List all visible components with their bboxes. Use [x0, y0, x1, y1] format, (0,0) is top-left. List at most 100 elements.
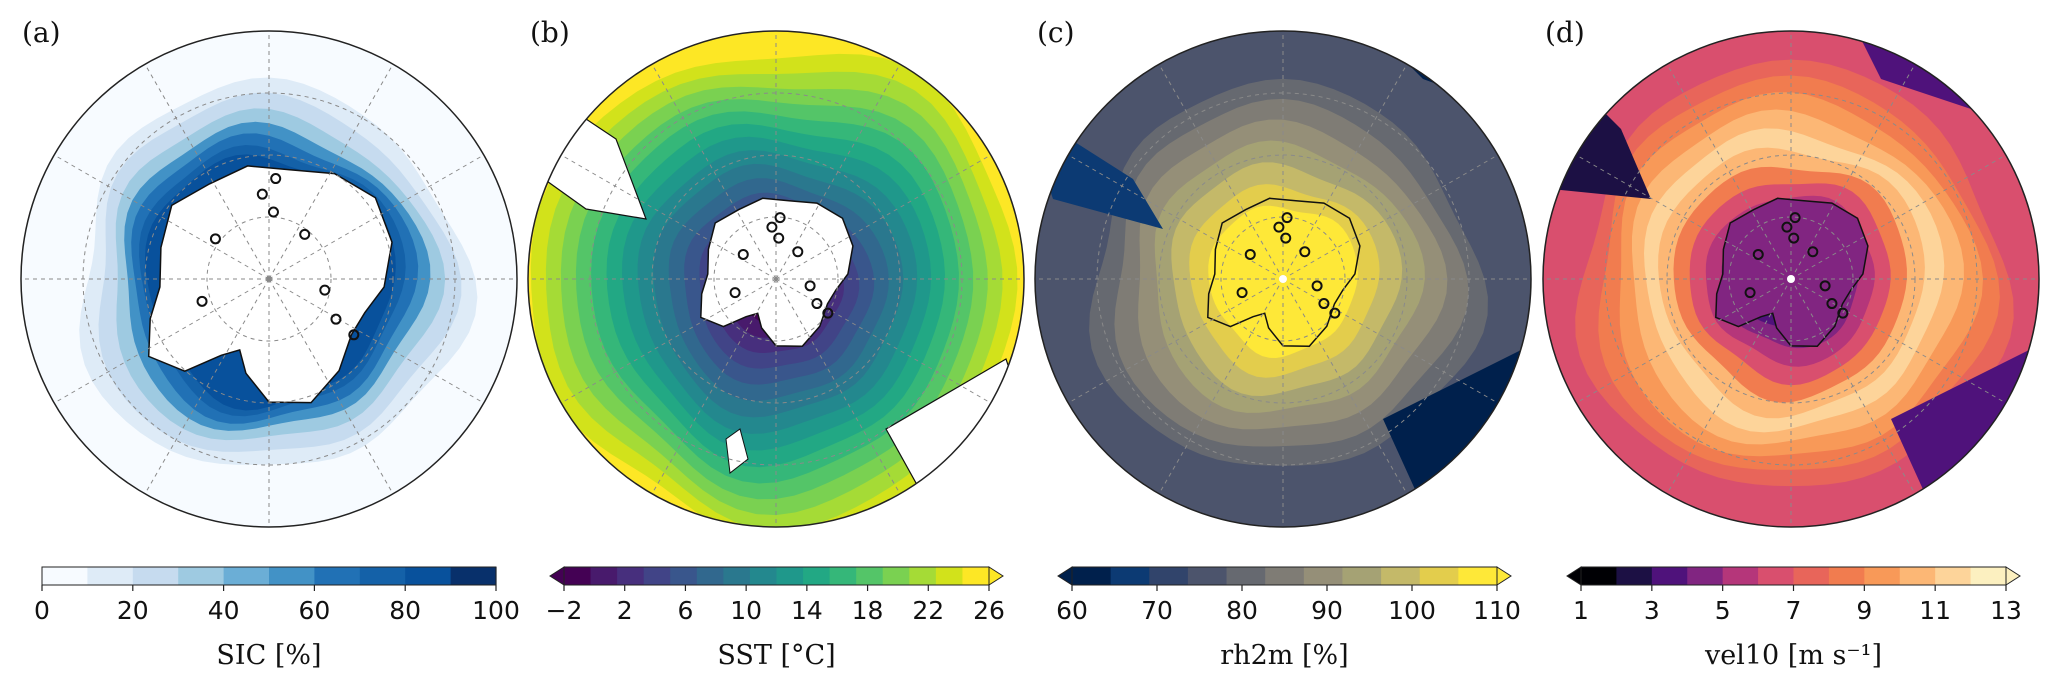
colorbar-tick-label: 14: [791, 596, 823, 625]
station-marker: [256, 188, 268, 200]
meridian-gridline: [144, 63, 270, 280]
meridian-gridline: [1666, 63, 1792, 280]
panel-label: (a): [22, 16, 61, 49]
colorbar-segment: [178, 567, 225, 585]
meridian-gridline: [268, 278, 394, 495]
meridian-gridline: [560, 278, 777, 404]
colorbar-tick-label: 22: [912, 596, 944, 625]
colorbar-frame: [563, 566, 990, 586]
colorbar-segment: [1342, 567, 1382, 585]
map-boundary: [1542, 30, 2040, 528]
colorbar-segment: [1899, 567, 1936, 585]
colorbar-tick-label: 1: [1573, 596, 1589, 625]
colorbar-segment: [564, 567, 592, 585]
panel-label: (d): [1545, 16, 1585, 49]
colorbar-extend-low: [1566, 566, 1582, 586]
colorbar-tick-label: 2: [617, 596, 633, 625]
meridian-gridline: [1067, 278, 1284, 404]
meridian-gridline: [53, 278, 270, 404]
colorbar-segment: [1458, 567, 1498, 585]
colorbar-segment: [643, 567, 671, 585]
colorbar-tick-label: 80: [1226, 596, 1258, 625]
colorbar-segment: [1828, 567, 1865, 585]
colorbar-tick-label: 110: [1473, 596, 1521, 625]
meridian-gridline: [144, 278, 270, 495]
meridian-gridline: [1666, 278, 1792, 495]
meridian-gridline: [775, 154, 992, 280]
colorbar-segment: [749, 567, 778, 585]
station-marker: [1752, 248, 1764, 260]
panel-label: (c): [1037, 16, 1075, 49]
station-marker: [774, 212, 786, 224]
colorbar-title: vel10 [m s⁻¹]: [1704, 640, 1882, 671]
colorbar-tick-label: 80: [389, 596, 421, 625]
colorbar-segment: [1651, 567, 1688, 585]
station-marker: [737, 248, 749, 260]
map-field: [528, 31, 1024, 527]
station-marker: [270, 173, 282, 185]
colorbar-segment: [1072, 567, 1112, 585]
colorbar-segment: [1793, 567, 1830, 585]
meridian-gridline: [651, 63, 777, 280]
colorbar-tick-label: 100: [1388, 596, 1436, 625]
colorbar-tick-label: 0: [34, 596, 50, 625]
colorbar-segment: [1110, 567, 1150, 585]
station-marker: [729, 287, 741, 299]
station-marker: [1789, 212, 1801, 224]
meridian-gridline: [775, 278, 992, 404]
meridian-gridline: [1790, 63, 1916, 280]
colorbar-tick-label: 40: [208, 596, 240, 625]
station-marker: [1781, 221, 1793, 233]
station-marker: [1244, 248, 1256, 260]
colorbar-segment: [1226, 567, 1266, 585]
meridian-gridline: [268, 278, 485, 404]
colorbar-extend-low: [549, 566, 565, 586]
station-marker: [1280, 232, 1292, 244]
colorbar-segment: [1303, 567, 1344, 585]
station-marker: [1837, 307, 1849, 319]
station-marker: [804, 280, 816, 292]
station-marker: [811, 298, 823, 310]
colorbar: 0 20 40 60 80 100 SIC [%]: [34, 566, 520, 671]
colorbar-tick-label: −2: [546, 596, 583, 625]
colorbar-tick-label: 60: [1056, 596, 1088, 625]
colorbar-segment: [1864, 567, 1901, 585]
colorbar-segment: [87, 567, 134, 585]
colorbar-segment: [132, 567, 179, 585]
antarctica-coastline: [1207, 197, 1361, 347]
colorbar-tick-label: 7: [1786, 596, 1802, 625]
colorbar-segment: [696, 567, 724, 585]
station-marker: [1819, 280, 1831, 292]
meridian-gridline: [1282, 154, 1499, 280]
station-marker: [196, 295, 208, 307]
colorbar-segment: [1722, 567, 1759, 585]
colorbar-segment: [803, 567, 831, 585]
colorbar-segment: [909, 567, 937, 585]
colorbar-segment: [269, 567, 315, 585]
station-marker: [822, 307, 834, 319]
colorbar-extend-high: [1496, 566, 1512, 586]
colorbar-segment: [42, 567, 88, 585]
meridian-gridline: [651, 278, 777, 495]
colorbar-segment: [223, 567, 270, 585]
map-field: [21, 31, 517, 527]
colorbar-segment: [962, 567, 990, 585]
colorbar-extend-low: [1057, 566, 1073, 586]
station-marker: [766, 221, 778, 233]
meridian-gridline: [775, 63, 901, 280]
station-marker: [792, 246, 804, 258]
station-marker: [1788, 232, 1800, 244]
station-marker: [1318, 298, 1330, 310]
colorbar-tick-label: 10: [730, 596, 762, 625]
map-boundary: [20, 30, 518, 528]
colorbar-segment: [359, 567, 406, 585]
meridian-gridline: [1158, 63, 1284, 280]
panel-c: (c) 60 70 80 90 100 110 rh2m [%]: [1034, 16, 1532, 671]
colorbar-segment: [776, 567, 804, 585]
meridian-gridline: [1282, 63, 1408, 280]
colorbar-segment: [1187, 567, 1228, 585]
